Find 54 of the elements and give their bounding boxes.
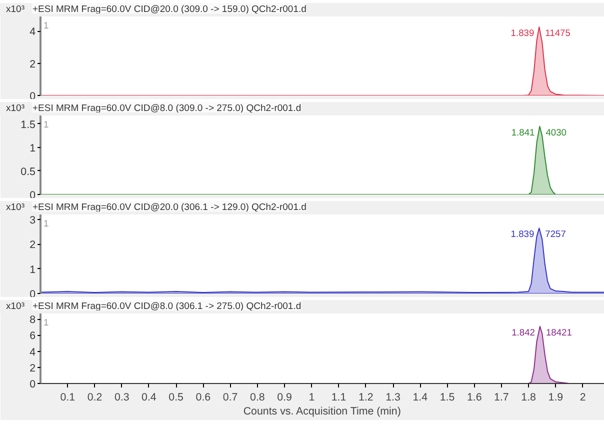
y-tick-label: 3 bbox=[30, 214, 36, 226]
x-tick-label: 0.1 bbox=[60, 392, 76, 404]
y-tick-label: 2 bbox=[30, 362, 36, 374]
chart-title: +ESI MRM Frag=60.0V CID@20.0 (309.0 -> 159.0) QCh2-r001.d bbox=[32, 3, 306, 16]
y-tick-label: 2 bbox=[30, 239, 36, 252]
annotation: 7257 bbox=[545, 229, 566, 240]
x-tick-label: 1.6 bbox=[466, 392, 482, 404]
annotation: 1.839 bbox=[510, 229, 534, 240]
chart-title: +ESI MRM Frag=60.0V CID@8.0 (306.1 -> 275.0) QCh2-r001.d bbox=[32, 300, 302, 313]
y-tick-label: 4 bbox=[30, 346, 36, 358]
x-tick-label: 0.6 bbox=[196, 392, 211, 404]
x-tick-label: 0.5 bbox=[168, 392, 184, 404]
y-tick-label: 0.5 bbox=[20, 166, 36, 178]
x-tick-label: 0.9 bbox=[277, 392, 292, 404]
x-tick-label: 1.5 bbox=[440, 392, 455, 404]
annotation: 1.841 bbox=[511, 127, 535, 138]
x-tick-label: 1.4 bbox=[412, 392, 428, 404]
x-tick-label: 0.4 bbox=[142, 392, 156, 404]
chart-title: +ESI MRM Frag=60.0V CID@8.0 (309.0 -> 275.0) QCh2-r001.d bbox=[32, 102, 302, 115]
x-axis-title: Counts vs. Acquisition Time (min) bbox=[243, 406, 401, 418]
annotation: 1 bbox=[44, 218, 49, 228]
x-tick-label: 1 bbox=[308, 392, 315, 404]
x-tick-label: 2 bbox=[580, 392, 586, 404]
x-tick-label: 0.8 bbox=[250, 392, 265, 404]
y-tick-label: 1.5 bbox=[20, 118, 36, 131]
y-tick-label: 4 bbox=[30, 26, 36, 38]
y-axis-title: x10³ bbox=[6, 3, 24, 16]
x-tick-label: 0.7 bbox=[222, 392, 238, 404]
x-tick-label: 1.9 bbox=[548, 392, 564, 404]
y-axis-title: x10³ bbox=[6, 201, 24, 214]
y-axis-title: x10³ bbox=[6, 300, 24, 313]
annotation: 1 bbox=[44, 20, 49, 30]
annotation: 18421 bbox=[546, 327, 572, 338]
x-tick-label: 0.3 bbox=[114, 392, 130, 404]
x-tick-label: 1.7 bbox=[494, 392, 509, 404]
annotation: 11475 bbox=[545, 28, 570, 38]
y-tick-label: 1 bbox=[30, 264, 36, 276]
x-tick-label: 1.3 bbox=[386, 392, 400, 404]
annotation: 1 bbox=[44, 120, 49, 130]
chart-title: +ESI MRM Frag=60.0V CID@20.0 (306.1 -> 129.0) QCh2-r001.d bbox=[32, 201, 306, 214]
x-tick-label: 1.2 bbox=[358, 392, 374, 404]
x-tick-label: 0.2 bbox=[87, 392, 102, 404]
y-tick-label: 0 bbox=[30, 378, 36, 390]
y-axis-title: x10³ bbox=[6, 102, 24, 115]
y-tick-label: 1 bbox=[30, 142, 36, 154]
y-tick-label: 2 bbox=[30, 58, 36, 70]
y-tick-label: 8 bbox=[30, 314, 36, 326]
annotation: 1 bbox=[44, 318, 49, 328]
annotation: 4030 bbox=[546, 127, 566, 138]
x-tick-label: 1.1 bbox=[331, 392, 346, 404]
annotation: 1.842 bbox=[512, 327, 535, 338]
y-tick-label: 6 bbox=[30, 330, 36, 342]
x-tick-label: 1.8 bbox=[521, 392, 536, 404]
annotation: 1.839 bbox=[510, 28, 534, 38]
